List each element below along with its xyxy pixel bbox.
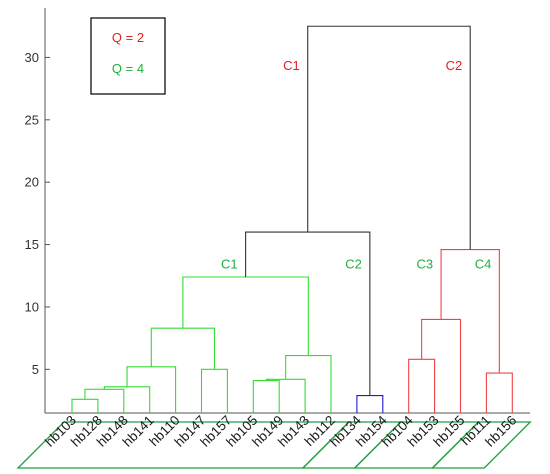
legend-entry: Q = 4	[112, 61, 144, 76]
dendrogram-link-m13	[408, 358, 436, 413]
dendrogram-link-m3	[103, 386, 151, 413]
dendrogram-link-m2	[84, 388, 125, 413]
cluster-label-c1-m17: C1	[283, 58, 300, 73]
dendrogram-link-m11	[356, 394, 384, 413]
y-tick-label: 5	[32, 362, 39, 377]
dendrogram-link-m14	[421, 318, 462, 413]
dendrogram-link-m16	[440, 249, 500, 374]
cluster-label-c3-m16: C3	[416, 257, 433, 272]
legend-entry: Q = 2	[112, 30, 144, 45]
legend-box	[90, 17, 166, 95]
dendrogram-link-m1	[71, 398, 99, 413]
cluster-label-c1-m12: C1	[221, 257, 238, 272]
dendrogram-link-m9	[285, 355, 332, 413]
dendrogram-link-m4	[126, 366, 177, 413]
leaf-group-outline	[430, 421, 532, 469]
dendrogram-link-m15	[485, 372, 513, 413]
dendrogram-link-m5	[200, 368, 228, 413]
dendrogram-link-m6	[150, 327, 215, 370]
cluster-label-c2-m12: C2	[345, 257, 362, 272]
cluster-label-c4-m16: C4	[475, 257, 492, 272]
y-tick-label: 20	[25, 175, 39, 190]
y-tick-label: 15	[25, 237, 39, 252]
dendrogram-link-m8	[265, 378, 306, 413]
dendrogram-link-m17	[307, 25, 471, 250]
dendrogram-link-m10	[182, 276, 309, 356]
y-tick-label: 30	[25, 50, 39, 65]
y-tick-label: 25	[25, 112, 39, 127]
cluster-label-c2-m17: C2	[446, 58, 463, 73]
dendrogram-link-m7	[252, 380, 280, 413]
y-tick-label: 10	[25, 299, 39, 314]
